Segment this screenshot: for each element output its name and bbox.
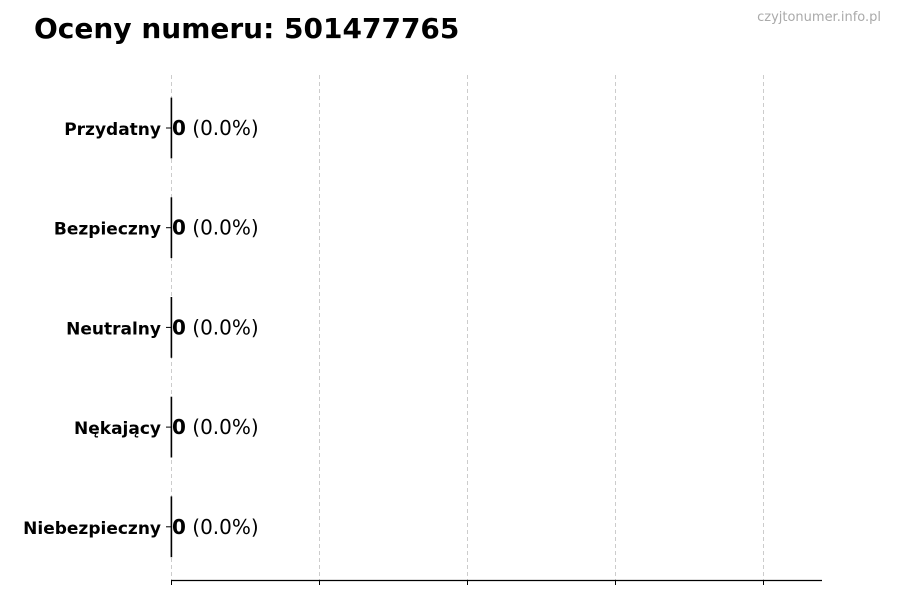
data-label: 0 (0.0%): [172, 116, 259, 140]
data-label-count: 0: [172, 415, 186, 439]
y-tick-label: Nękający: [74, 419, 161, 439]
data-label-percent: (0.0%): [186, 116, 259, 140]
data-label-percent: (0.0%): [186, 315, 259, 339]
data-label-count: 0: [172, 216, 186, 240]
watermark: czyjtonumer.info.pl: [757, 10, 881, 25]
data-label: 0 (0.0%): [172, 216, 259, 240]
y-tick-label: Bezpieczny: [54, 220, 161, 240]
data-label: 0 (0.0%): [172, 415, 259, 439]
data-label: 0 (0.0%): [172, 515, 259, 539]
chart-title: Oceny numeru: 501477765: [34, 12, 460, 45]
y-tick-label: Niebezpieczny: [23, 519, 161, 539]
data-label-count: 0: [172, 116, 186, 140]
data-label-count: 0: [172, 515, 186, 539]
data-label-percent: (0.0%): [186, 515, 259, 539]
data-label-percent: (0.0%): [186, 415, 259, 439]
data-label: 0 (0.0%): [172, 315, 259, 339]
y-tick-label: Przydatny: [64, 120, 161, 140]
data-label-percent: (0.0%): [186, 216, 259, 240]
data-label-count: 0: [172, 315, 186, 339]
y-tick-label: Neutralny: [66, 319, 161, 339]
